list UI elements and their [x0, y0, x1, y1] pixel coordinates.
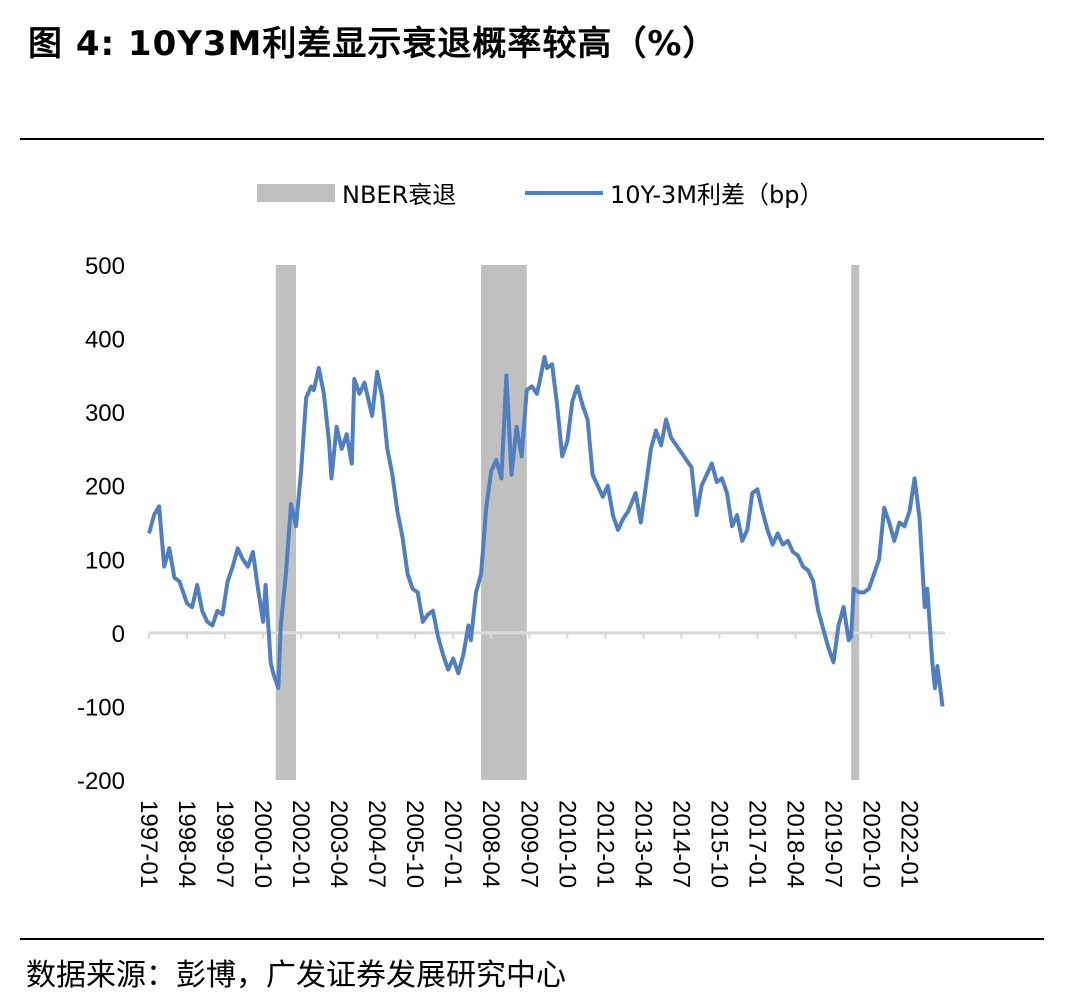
x-tick-label: 2008-04 — [477, 800, 504, 888]
x-tick-label: 2009-07 — [515, 800, 542, 888]
recession-band-2 — [481, 265, 527, 780]
x-tick-label: 2007-01 — [439, 800, 466, 888]
x-tick-label: 2002-01 — [287, 800, 314, 888]
y-tick-label: 400 — [85, 327, 125, 354]
x-tick-label: 2003-04 — [325, 800, 352, 888]
figure-title: 图 4: 10Y3M利差显示衰退概率较高（%） — [28, 24, 718, 64]
recession-bands — [275, 265, 860, 780]
x-tick-label: 2004-07 — [363, 800, 390, 888]
x-tick-label: 2022-01 — [896, 800, 923, 888]
y-tick-label: 500 — [85, 253, 125, 280]
x-tick-label: 2012-01 — [591, 800, 618, 888]
legend-label-recession: NBER衰退 — [342, 181, 456, 209]
legend-swatch-recession — [257, 184, 335, 202]
x-tick-label: 2019-07 — [819, 800, 846, 888]
legend-label-spread: 10Y-3M利差（bp） — [610, 181, 823, 209]
y-tick-label: 0 — [112, 621, 125, 648]
top-rule — [20, 138, 1044, 140]
y-tick-label: -100 — [77, 694, 125, 721]
y-axis-tick-labels: 500 400 300 200 100 0 -100 -200 — [77, 253, 125, 795]
x-tick-label: 2005-10 — [401, 800, 428, 888]
x-axis-tick-marks — [148, 632, 911, 639]
x-tick-label: 2015-10 — [705, 800, 732, 888]
x-tick-label: 2010-10 — [553, 800, 580, 888]
x-tick-label: 2018-04 — [781, 800, 808, 888]
x-tick-label: 2000-10 — [249, 800, 276, 888]
spread-series-line — [147, 355, 945, 707]
y-tick-label: 300 — [85, 400, 125, 427]
recession-band-1 — [275, 265, 297, 780]
legend: NBER衰退 10Y-3M利差（bp） — [257, 181, 823, 209]
bottom-rule — [20, 938, 1044, 940]
x-tick-label: 2017-01 — [743, 800, 770, 888]
y-tick-label: 100 — [85, 547, 125, 574]
recession-band-3 — [851, 265, 860, 780]
x-tick-label: 2020-10 — [857, 800, 884, 888]
x-tick-label: 1998-04 — [173, 800, 200, 888]
x-tick-label: 1997-01 — [135, 800, 162, 888]
y-tick-label: 200 — [85, 474, 125, 501]
x-tick-label: 2013-04 — [629, 800, 656, 888]
x-axis-tick-labels: 1997-01 1998-04 1999-07 2000-10 2002-01 2003-… — [135, 800, 923, 888]
x-tick-label: 1999-07 — [211, 800, 238, 888]
y-tick-label: -200 — [77, 768, 125, 795]
source-note: 数据来源：彭博，广发证券发展研究中心 — [26, 958, 566, 993]
x-tick-label: 2014-07 — [667, 800, 694, 888]
